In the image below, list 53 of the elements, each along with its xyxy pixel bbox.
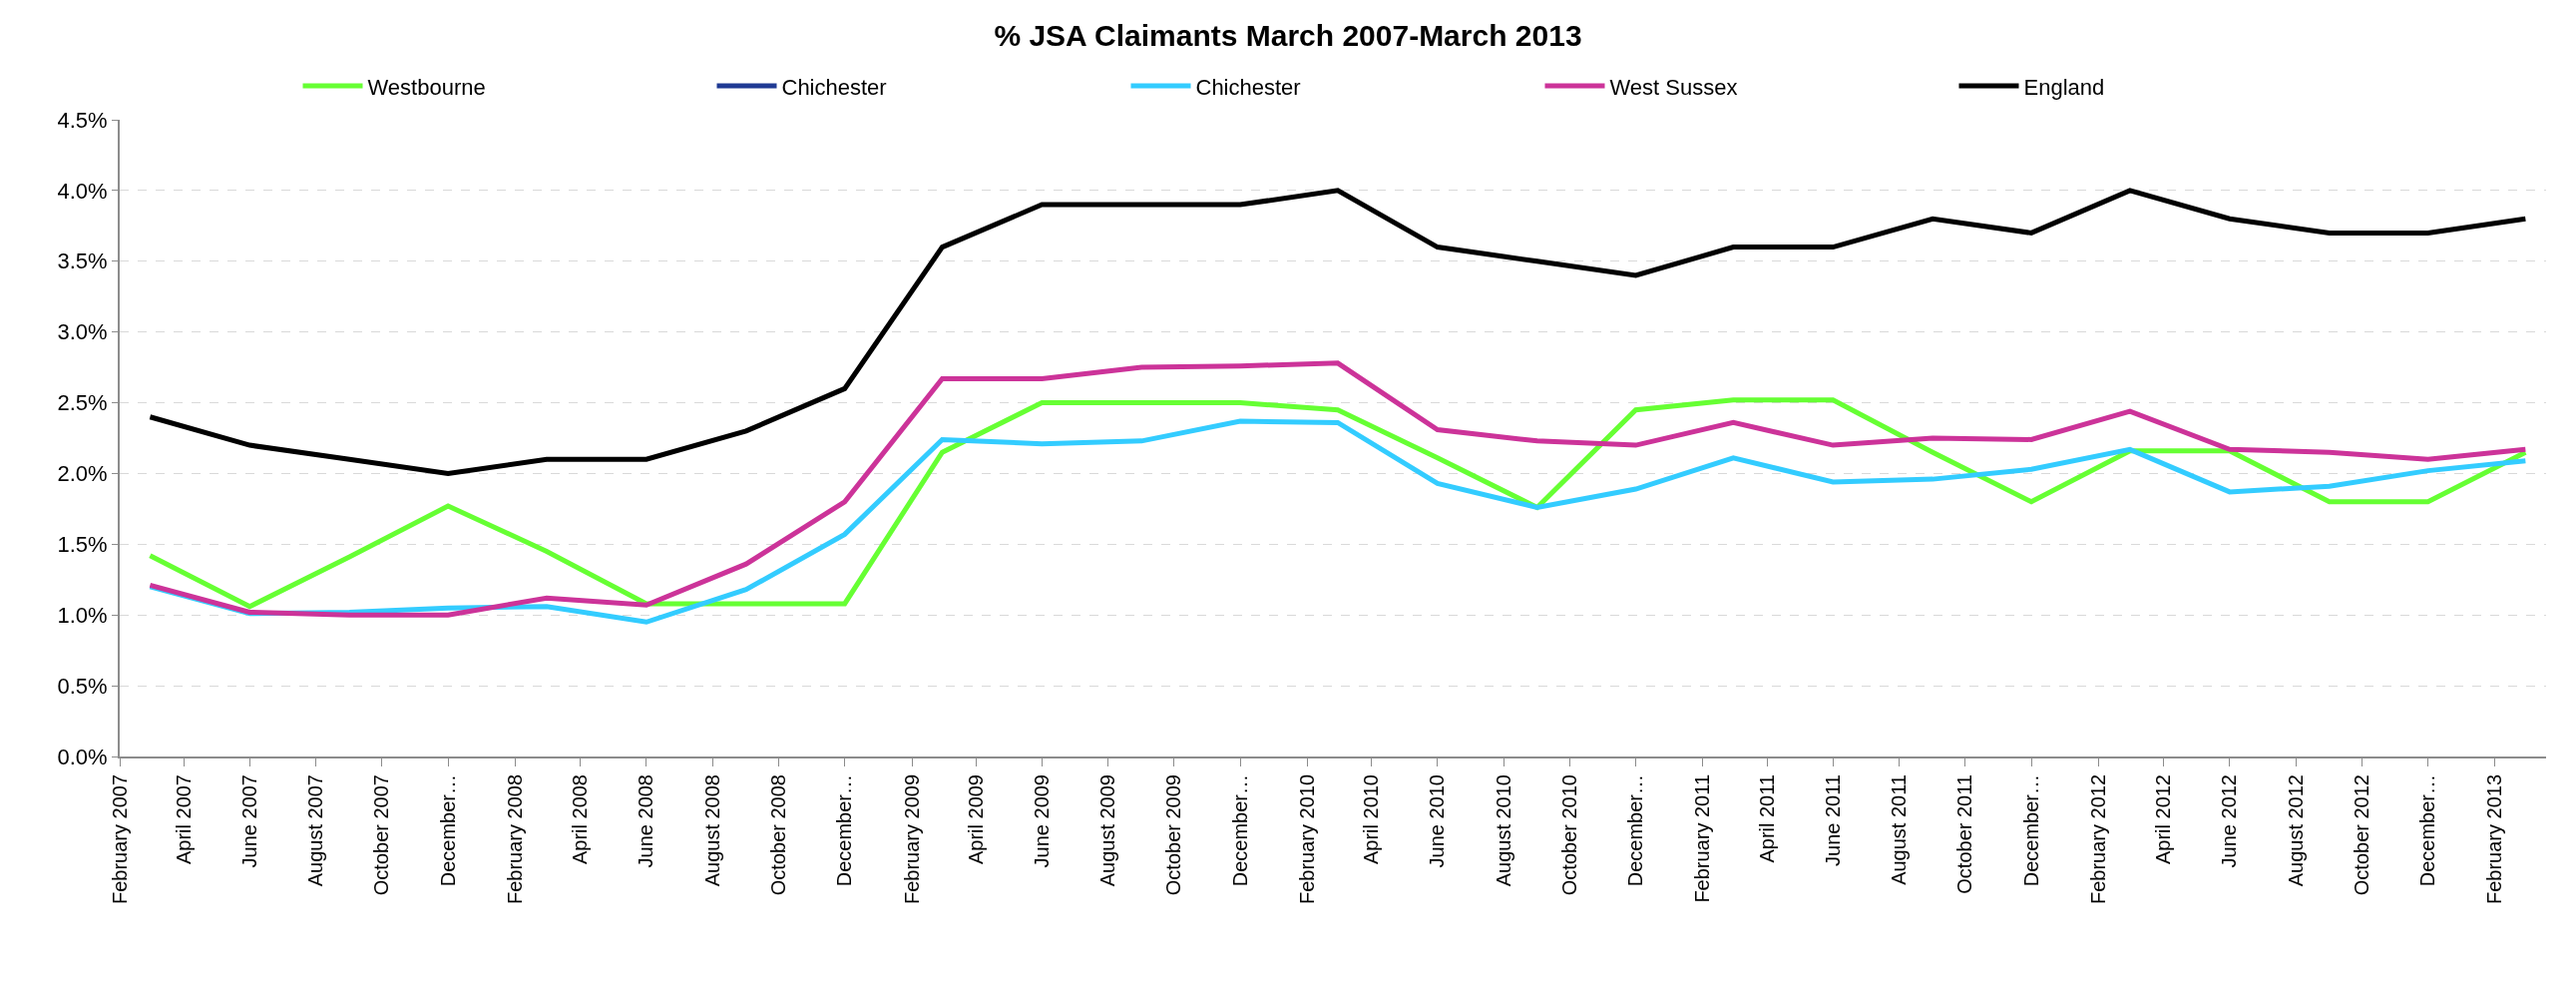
y-tick-label: 0.5%: [57, 673, 108, 699]
x-tick-label: April 2010: [1360, 774, 1383, 865]
x-tick-label: April 2011: [1755, 774, 1778, 863]
x-tick-label: August 2008: [700, 774, 723, 887]
chart-title: % JSA Claimants March 2007-March 2013: [994, 19, 1582, 53]
y-tick-label: 0.0%: [57, 744, 108, 769]
x-tick-label: October 2008: [766, 774, 789, 896]
legend-label: Chichester: [781, 74, 887, 100]
x-tick-label: February 2010: [1295, 774, 1318, 905]
x-tick-label: April 2009: [964, 774, 987, 865]
y-tick-label: 1.0%: [57, 602, 108, 628]
x-tick-label: February 2007: [108, 774, 131, 905]
y-tick-label: 1.5%: [57, 532, 108, 558]
x-tick-label: December…: [2019, 774, 2042, 887]
x-tick-label: October 2010: [1557, 774, 1580, 896]
legend-label: Westbourne: [367, 74, 486, 100]
x-tick-label: October 2012: [2350, 774, 2372, 896]
legend-label: Chichester: [1195, 74, 1301, 100]
x-tick-label: August 2009: [1096, 774, 1119, 887]
x-tick-label: August 2011: [1888, 774, 1911, 885]
y-tick-label: 3.0%: [57, 319, 108, 345]
x-tick-label: August 2010: [1492, 774, 1514, 887]
x-tick-label: December…: [1624, 774, 1647, 887]
x-tick-label: June 2009: [1030, 774, 1053, 868]
x-tick-label: October 2009: [1162, 774, 1185, 896]
x-tick-label: December…: [1228, 774, 1251, 887]
x-tick-label: April 2012: [2152, 774, 2175, 865]
x-tick-label: June 2012: [2218, 774, 2241, 868]
x-tick-label: April 2008: [569, 774, 592, 865]
x-tick-label: February 2009: [900, 774, 923, 905]
x-tick-label: April 2007: [172, 774, 195, 865]
y-tick-label: 4.5%: [57, 107, 108, 133]
x-tick-label: June 2007: [237, 774, 260, 868]
x-tick-label: February 2012: [2086, 774, 2109, 905]
x-tick-label: October 2007: [370, 774, 393, 896]
y-tick-label: 2.5%: [57, 390, 108, 416]
y-tick-label: 4.0%: [57, 178, 108, 204]
x-tick-label: June 2008: [635, 774, 657, 868]
x-tick-label: February 2011: [1691, 774, 1714, 903]
x-tick-label: August 2007: [304, 774, 327, 887]
y-tick-label: 2.0%: [57, 461, 108, 487]
legend-label: West Sussex: [1609, 74, 1738, 100]
x-tick-label: February 2008: [503, 774, 526, 905]
x-tick-label: December…: [833, 774, 856, 887]
x-tick-label: December…: [2416, 774, 2439, 887]
x-tick-label: June 2010: [1426, 774, 1449, 868]
legend-label: England: [2023, 74, 2105, 100]
x-tick-label: June 2011: [1821, 774, 1844, 866]
x-tick-label: December…: [436, 774, 459, 887]
x-tick-label: August 2012: [2284, 774, 2307, 887]
y-tick-label: 3.5%: [57, 249, 108, 274]
x-tick-label: October 2011: [1953, 774, 1976, 894]
x-tick-label: February 2013: [2483, 774, 2506, 905]
